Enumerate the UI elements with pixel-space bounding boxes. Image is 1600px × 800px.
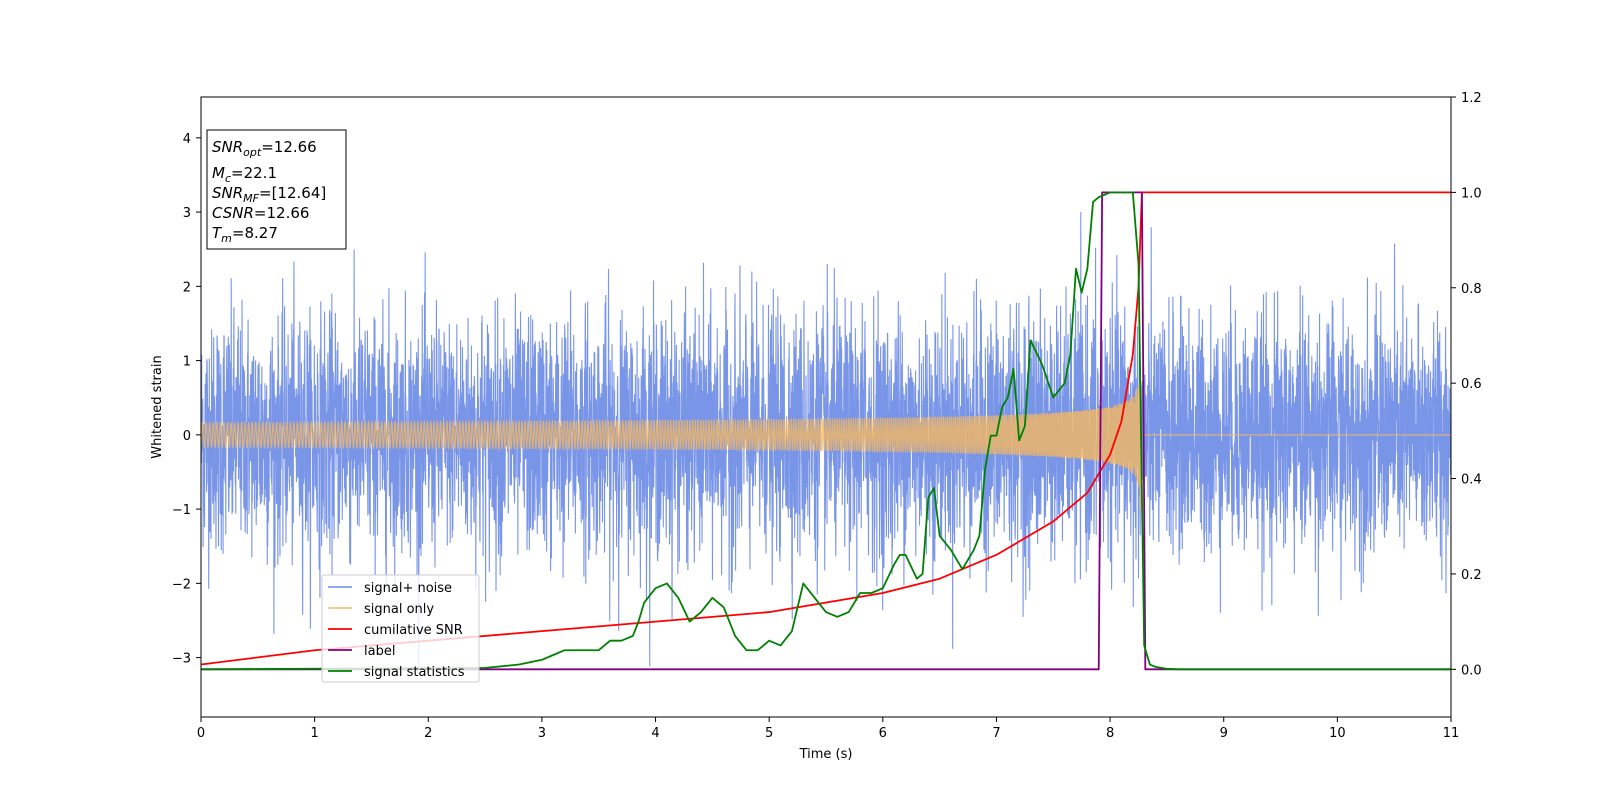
x-tick-label: 0 [197,726,205,741]
y-right-tick-label: 0.8 [1461,282,1482,297]
x-tick-label: 3 [538,726,546,741]
series-signal-only [201,382,1451,509]
x-tick-label: 11 [1443,726,1460,741]
x-tick-label: 5 [765,726,773,741]
x-tick-label: 8 [1106,726,1114,741]
legend-box [321,574,480,683]
plot-frame [200,96,1452,718]
legend-label: signal only [364,602,434,617]
annotation-line: SNRopt=12.66 [212,138,317,159]
x-tick-label: 7 [992,726,1000,741]
x-tick-label: 10 [1329,726,1346,741]
y-right-tick-label: 0.2 [1461,568,1482,583]
x-axis: 0 1 2 3 4 5 6 7 8 9 10 11 [197,717,1459,741]
annotation-line: SNRMF=[12.64] [212,184,326,205]
y-right-tick-label: 0.0 [1461,663,1482,678]
annotation-box [206,129,347,250]
series-layer [201,191,1451,671]
annotation-line: CSNR=12.66 [212,204,309,222]
x-tick-label: 2 [424,726,432,741]
y-left-tick-label: −2 [172,577,191,592]
annotation-line: Tm=8.27 [212,224,278,245]
y-right-tick-label: 1.2 [1461,91,1482,106]
series-signal-statistics [201,191,1451,671]
x-tick-label: 4 [651,726,659,741]
y-axis-label: Whitened strain [150,355,165,458]
y-left-tick-label: 1 [183,355,191,370]
y-left-tick-label: 3 [183,206,191,221]
y-right-tick-label: 1.0 [1461,186,1482,201]
legend-label: signal+ noise [364,581,452,596]
legend-label: signal statistics [364,665,465,680]
y-axis-right: 0.0 0.2 0.4 0.6 0.8 1.0 1.2 [1451,91,1482,678]
y-left-tick-label: −1 [172,503,191,518]
legend-label: label [364,644,395,659]
x-axis-label: Time (s) [799,747,853,762]
legend: signal+ noise signal only cumilative SNR la… [321,574,480,683]
y-left-tick-label: 2 [183,280,191,295]
y-right-tick-label: 0.4 [1461,473,1482,488]
x-tick-label: 6 [879,726,887,741]
x-tick-label: 1 [310,726,318,741]
annotation-line: Mc=22.1 [212,164,277,185]
stats-annotation: SNRopt=12.66 Mc=22.1SNRMF=[12.64]CSNR=12.… [206,129,347,250]
legend-label: cumilative SNR [364,623,463,638]
y-left-tick-label: 0 [183,429,191,444]
y-left-tick-label: −3 [172,652,191,667]
y-right-tick-label: 0.6 [1461,377,1482,392]
y-axis-left: −3 −2 −1 0 1 2 3 4 [172,132,201,667]
x-tick-label: 9 [1220,726,1228,741]
y-left-tick-label: 4 [183,132,191,147]
